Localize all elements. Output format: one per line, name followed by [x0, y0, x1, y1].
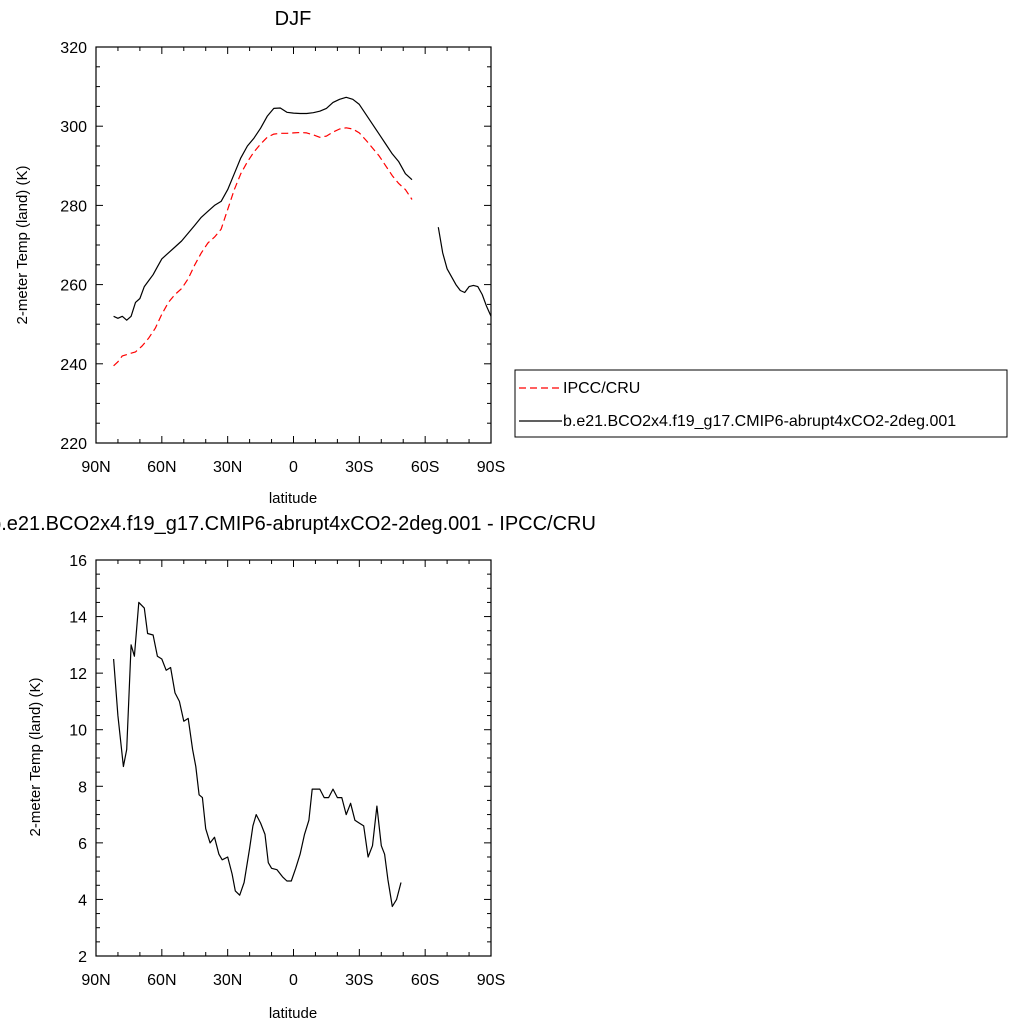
top-panel-djf-temperature: DJF 2-meter Temp (land) (K) latitude 90N…: [14, 8, 505, 507]
y-tick-label: 8: [78, 779, 87, 796]
x-tick-label: 90N: [81, 459, 110, 476]
top-axis-ticks: 90N 60N 30N 0 30S 60S 90S 220 240 260 280 300 320: [60, 40, 505, 476]
y-tick-label: 14: [69, 610, 87, 627]
y-tick-label: 240: [60, 357, 87, 374]
top-plot-frame: [95, 46, 492, 444]
y-tick-label: 220: [60, 436, 87, 453]
x-tick-label: 30N: [213, 972, 242, 989]
x-tick-label: 90S: [477, 459, 505, 476]
x-tick-label: 0: [289, 972, 298, 989]
bottom-series-lines: [113, 601, 402, 908]
top-x-axis-label: latitude: [269, 490, 317, 507]
top-series-lines: [113, 96, 492, 367]
x-tick-label: 90S: [477, 972, 505, 989]
bottom-panel-difference: b.e21.BCO2x4.f19_g17.CMIP6-abrupt4xCO2-2…: [0, 513, 596, 1022]
top-y-axis-label: 2-meter Temp (land) (K): [14, 166, 31, 325]
top-chart-title: DJF: [275, 8, 312, 30]
bottom-y-axis-label: 2-meter Temp (land) (K): [27, 678, 44, 837]
x-tick-label: 90N: [81, 972, 110, 989]
bottom-chart-title: b.e21.BCO2x4.f19_g17.CMIP6-abrupt4xCO2-2…: [0, 513, 596, 535]
y-tick-label: 260: [60, 278, 87, 295]
x-tick-label: 0: [289, 459, 298, 476]
legend-box: [514, 369, 1008, 438]
y-tick-label: 2: [78, 949, 87, 966]
y-tick-label: 6: [78, 836, 87, 853]
x-tick-label: 60N: [147, 459, 176, 476]
x-tick-label: 30S: [345, 972, 373, 989]
series-line-0-segment-0: [113, 127, 413, 367]
series-line-0-segment-0: [113, 601, 402, 908]
x-tick-label: 60N: [147, 972, 176, 989]
y-tick-label: 320: [60, 40, 87, 57]
legend: IPCC/CRU b.e21.BCO2x4.f19_g17.CMIP6-abru…: [514, 369, 1008, 438]
y-tick-label: 16: [69, 553, 87, 570]
legend-label-ipcc-cru: IPCC/CRU: [563, 380, 640, 397]
legend-label-model: b.e21.BCO2x4.f19_g17.CMIP6-abrupt4xCO2-2…: [563, 413, 956, 430]
bottom-x-axis-label: latitude: [269, 1005, 317, 1022]
x-tick-label: 60S: [411, 459, 439, 476]
y-tick-label: 10: [69, 723, 87, 740]
bottom-axis-ticks: 90N 60N 30N 0 30S 60S 90S 2 4 6 8 10 12 14 16: [69, 553, 505, 989]
y-tick-label: 12: [69, 666, 87, 683]
series-line-1-segment-1: [437, 227, 492, 317]
series-line-1-segment-0: [113, 96, 413, 321]
x-tick-label: 30N: [213, 459, 242, 476]
y-tick-label: 4: [78, 892, 87, 909]
x-tick-label: 60S: [411, 972, 439, 989]
x-tick-label: 30S: [345, 459, 373, 476]
y-tick-label: 300: [60, 119, 87, 136]
bottom-plot-frame: [95, 559, 492, 957]
y-tick-label: 280: [60, 198, 87, 215]
